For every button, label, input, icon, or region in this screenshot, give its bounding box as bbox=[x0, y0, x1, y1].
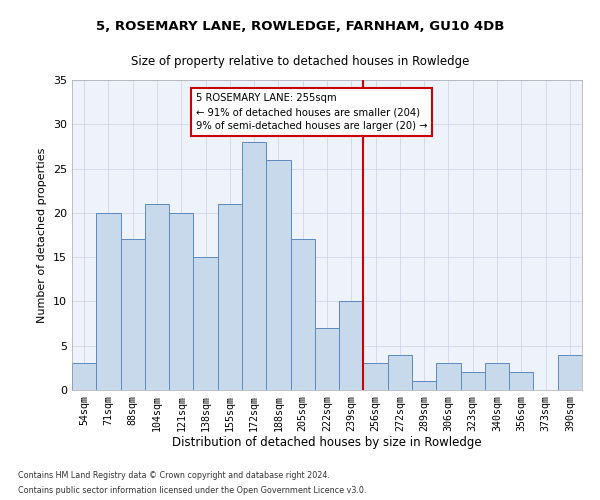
Bar bbox=[193, 257, 218, 390]
Text: Contains public sector information licensed under the Open Government Licence v3: Contains public sector information licen… bbox=[18, 486, 367, 495]
Bar bbox=[509, 372, 533, 390]
Bar bbox=[266, 160, 290, 390]
Bar bbox=[461, 372, 485, 390]
Bar bbox=[364, 364, 388, 390]
Y-axis label: Number of detached properties: Number of detached properties bbox=[37, 148, 47, 322]
X-axis label: Distribution of detached houses by size in Rowledge: Distribution of detached houses by size … bbox=[172, 436, 482, 450]
Bar bbox=[169, 213, 193, 390]
Bar bbox=[339, 302, 364, 390]
Bar bbox=[242, 142, 266, 390]
Bar bbox=[145, 204, 169, 390]
Bar bbox=[315, 328, 339, 390]
Bar bbox=[72, 364, 96, 390]
Bar bbox=[96, 213, 121, 390]
Bar bbox=[218, 204, 242, 390]
Text: Contains HM Land Registry data © Crown copyright and database right 2024.: Contains HM Land Registry data © Crown c… bbox=[18, 471, 330, 480]
Text: Size of property relative to detached houses in Rowledge: Size of property relative to detached ho… bbox=[131, 55, 469, 68]
Text: 5 ROSEMARY LANE: 255sqm
← 91% of detached houses are smaller (204)
9% of semi-de: 5 ROSEMARY LANE: 255sqm ← 91% of detache… bbox=[196, 94, 427, 132]
Text: 5, ROSEMARY LANE, ROWLEDGE, FARNHAM, GU10 4DB: 5, ROSEMARY LANE, ROWLEDGE, FARNHAM, GU1… bbox=[96, 20, 504, 33]
Bar bbox=[121, 240, 145, 390]
Bar bbox=[436, 364, 461, 390]
Bar bbox=[290, 240, 315, 390]
Bar bbox=[388, 354, 412, 390]
Bar bbox=[485, 364, 509, 390]
Bar bbox=[558, 354, 582, 390]
Bar bbox=[412, 381, 436, 390]
